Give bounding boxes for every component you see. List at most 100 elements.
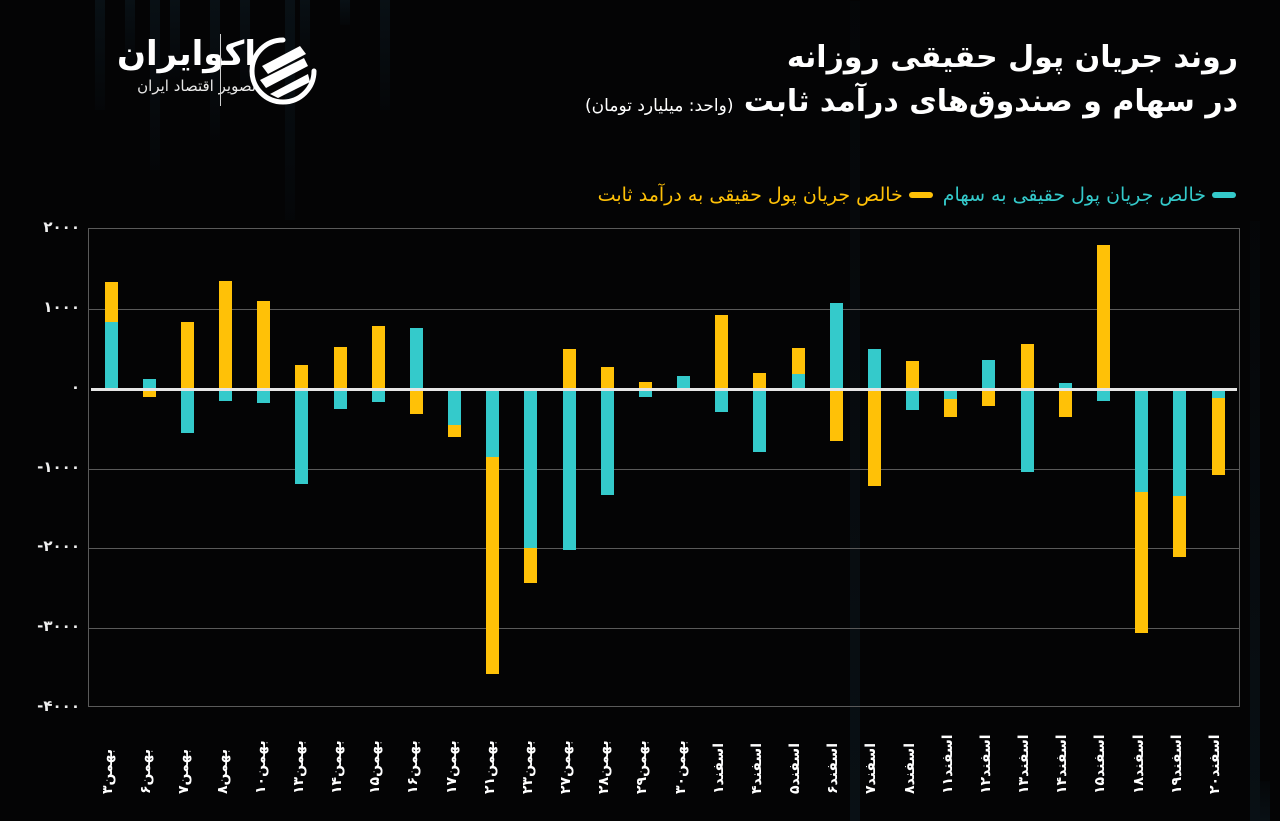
y-tick-label: -۴۰۰۰ — [37, 697, 80, 715]
x-tick-label: بهمن۲۸ — [596, 740, 613, 794]
background-stripe — [210, 0, 220, 140]
bar-fixed-income — [180, 321, 194, 389]
title-line-1: روند جریان پول حقیقی روزانه — [786, 40, 1238, 75]
bar-stocks — [906, 388, 920, 411]
bar-fixed-income — [638, 382, 652, 389]
x-tick-label: بهمن۳ — [100, 748, 116, 794]
brand-tagline: تصویر اقتصاد ایران — [137, 77, 256, 95]
bar-stocks — [180, 388, 194, 434]
bar-fixed-income — [600, 367, 614, 389]
chart-legend: خالص جریان پول حقیقی به سهام خالص جریان … — [598, 184, 1236, 206]
x-tick-label: بهمن۲۳ — [519, 740, 536, 794]
x-tick-label: اسفند۲۰ — [1207, 734, 1223, 794]
bar-stocks — [486, 388, 500, 458]
legend-item-stocks: خالص جریان پول حقیقی به سهام — [943, 184, 1236, 206]
x-tick-label: بهمن۱۴ — [329, 740, 346, 794]
x-tick-label: اسفند۱۳ — [1016, 734, 1033, 794]
y-tick-label: -۳۰۰۰ — [37, 617, 80, 636]
title-line-2-text: در سهام و صندوق‌های درآمد ثابت — [743, 84, 1238, 119]
bar-stocks — [753, 388, 767, 452]
x-tick-label: بهمن۱۰ — [252, 740, 269, 794]
gridline — [89, 628, 1239, 630]
x-tick-label: بهمن۱۶ — [405, 740, 422, 794]
x-tick-label: بهمن۱۷ — [443, 740, 460, 794]
bar-stocks — [524, 388, 538, 549]
bar-stocks — [1173, 388, 1187, 497]
x-tick-label: اسفند۱۵ — [1092, 734, 1109, 794]
bar-stocks — [867, 348, 881, 389]
brand-name: اکوایران — [117, 34, 256, 74]
brand-logo: اکوایران تصویر اقتصاد ایران — [48, 32, 318, 108]
x-tick-label: بهمن۱۳ — [290, 740, 307, 794]
background-stripe — [285, 0, 295, 220]
bar-fixed-income — [829, 388, 843, 442]
legend-item-fixed-income: خالص جریان پول حقیقی به درآمد ثابت — [598, 184, 933, 206]
background-stripe — [850, 1, 860, 821]
gridline — [89, 548, 1239, 550]
legend-swatch-stocks-icon — [1212, 192, 1236, 198]
bar-fixed-income — [1096, 244, 1110, 389]
x-tick-label: بهمن۲۷ — [558, 740, 575, 794]
logo-divider — [220, 34, 221, 106]
bar-stocks — [1211, 388, 1225, 399]
bar-fixed-income — [562, 348, 576, 389]
bar-fixed-income — [409, 388, 423, 415]
bar-stocks — [1096, 388, 1110, 401]
bar-stocks — [715, 388, 729, 412]
x-tick-label: بهمن۱۵ — [367, 740, 384, 794]
background-stripe — [340, 0, 350, 25]
bar-fixed-income — [219, 280, 233, 389]
y-tick-label: -۲۰۰۰ — [37, 537, 80, 556]
bar-stocks — [257, 388, 271, 404]
chart-title: روند جریان پول حقیقی روزانه در سهام و صن… — [585, 36, 1238, 128]
bar-fixed-income — [142, 388, 156, 398]
bar-fixed-income — [944, 399, 958, 417]
legend-label-fixed-income: خالص جریان پول حقیقی به درآمد ثابت — [597, 184, 903, 206]
bar-stocks — [600, 388, 614, 495]
ecoiran-logo-icon — [249, 37, 317, 105]
zero-line — [91, 387, 1237, 391]
bar-fixed-income — [753, 372, 767, 389]
x-tick-label: اسفند۱ — [710, 743, 727, 794]
bar-stocks — [448, 388, 462, 425]
bar-fixed-income — [715, 315, 729, 389]
title-line-2: در سهام و صندوق‌های درآمد ثابت (واحد: می… — [585, 80, 1238, 128]
bar-fixed-income — [982, 388, 996, 407]
background-stripe — [1260, 781, 1270, 821]
x-tick-label: بهمن۲۱ — [481, 740, 498, 794]
background-stripe — [240, 0, 250, 90]
gridline — [89, 468, 1239, 470]
bar-stocks — [791, 374, 805, 389]
x-tick-label: اسفند۱۹ — [1168, 734, 1185, 794]
x-tick-label: بهمن۶ — [138, 748, 155, 794]
bar-stocks — [104, 322, 118, 389]
background-stripe — [125, 0, 135, 60]
bar-fixed-income — [791, 347, 805, 375]
bar-fixed-income — [1020, 343, 1034, 389]
bar-stocks — [409, 327, 423, 389]
bar-stocks — [677, 375, 691, 389]
bar-stocks — [219, 388, 233, 401]
bar-fixed-income — [906, 360, 920, 389]
background-stripe — [170, 0, 180, 80]
x-tick-label: اسفند۷ — [863, 743, 880, 794]
x-tick-label: بهمن۸ — [214, 748, 231, 794]
unit-label: (واحد: میلیارد تومان) — [585, 96, 734, 116]
bar-fixed-income — [867, 388, 881, 487]
bar-fixed-income — [486, 457, 500, 675]
background-stripe — [300, 0, 310, 60]
background-stripe — [95, 0, 105, 110]
x-tick-label: اسفند۶ — [825, 743, 842, 794]
x-tick-label: اسفند۱۸ — [1130, 734, 1147, 794]
bar-stocks — [944, 388, 958, 400]
bar-fixed-income — [257, 300, 271, 389]
brand-text: اکوایران تصویر اقتصاد ایران — [117, 32, 256, 96]
y-tick-label: -۱۰۰۰ — [37, 457, 80, 476]
y-tick-label: ۲۰۰۰ — [43, 218, 80, 236]
background-stripe — [1250, 221, 1260, 821]
bar-stocks — [1058, 383, 1072, 389]
x-tick-label: بهمن۳۰ — [672, 740, 689, 794]
bar-fixed-income — [1058, 388, 1072, 417]
x-tick-label: بهمن۲۹ — [634, 740, 651, 794]
bar-fixed-income — [1173, 496, 1187, 558]
